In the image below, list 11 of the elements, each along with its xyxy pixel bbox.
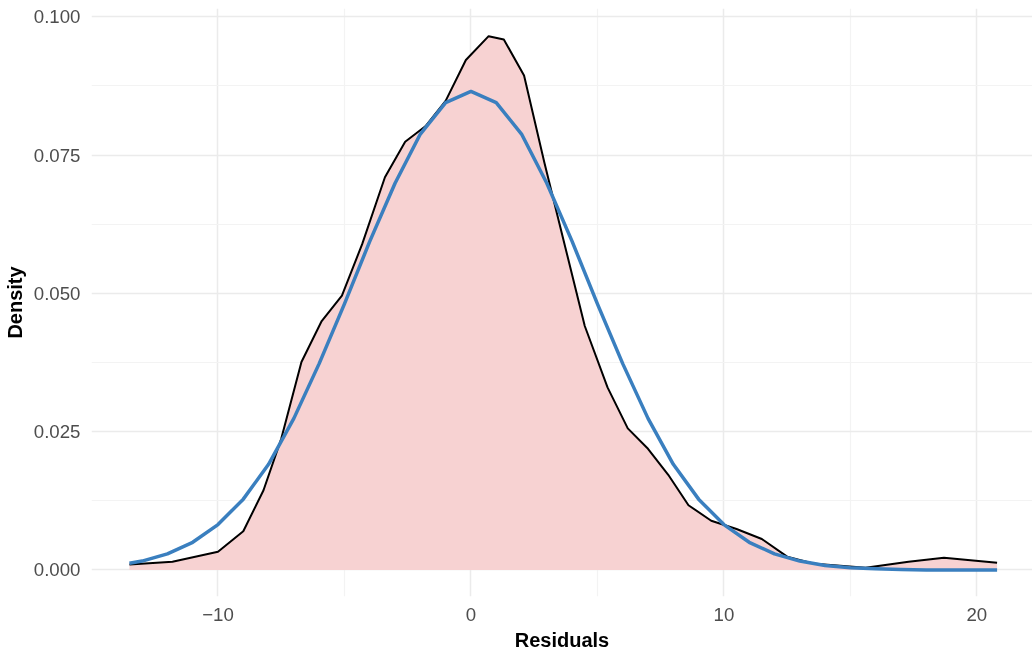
y-tick-label: 0.025	[33, 421, 81, 443]
y-tick-label: 0.100	[33, 6, 81, 28]
x-tick-label: 10	[713, 603, 735, 625]
y-tick-label: 0.075	[33, 144, 81, 166]
x-tick-label: −10	[202, 603, 234, 625]
y-tick-label: 0.050	[33, 282, 81, 304]
y-axis-title: Density	[3, 265, 26, 339]
x-tick-label: 20	[966, 603, 988, 625]
y-tick-label: 0.000	[33, 559, 81, 581]
x-axis-title: Residuals	[514, 628, 610, 651]
x-tick-label: 0	[465, 603, 477, 625]
